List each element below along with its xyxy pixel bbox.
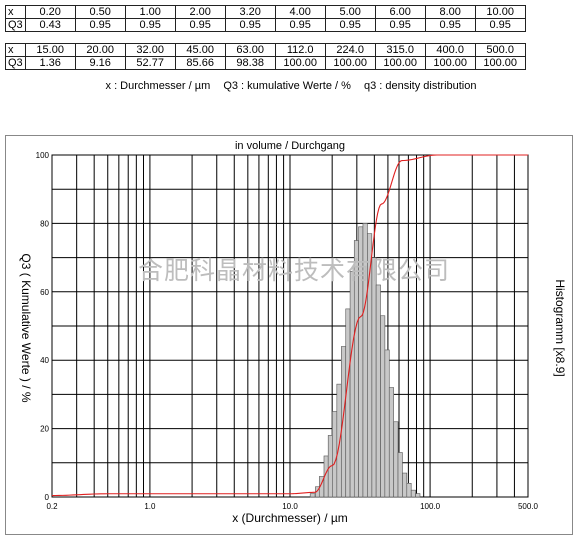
row-label-q3: Q3 <box>5 18 26 32</box>
table-cell: 0.95 <box>474 18 526 32</box>
histogram-bar <box>397 452 403 498</box>
legend-line: x : Durchmesser / µm Q3 : kumulative Wer… <box>0 80 582 92</box>
histogram-bar <box>384 349 390 498</box>
table-row-x: x 0.20 0.50 1.00 2.00 3.20 4.00 5.00 6.0… <box>5 5 526 19</box>
histogram-bar <box>332 411 338 498</box>
table-cell: 32.00 <box>124 43 176 57</box>
table-cell: 98.38 <box>224 56 276 70</box>
table-row-q3: Q3 0.43 0.95 0.95 0.95 0.95 0.95 0.95 0.… <box>5 18 526 32</box>
table-cell: 315.0 <box>374 43 426 57</box>
table-cell: 400.0 <box>424 43 476 57</box>
values-table-1: x 0.20 0.50 1.00 2.00 3.20 4.00 5.00 6.0… <box>5 5 526 32</box>
chart-svg: in volume / Durchgang x (Durchmesser) / … <box>19 140 567 525</box>
table-cell: 10.00 <box>474 5 526 19</box>
table-cell: 3.20 <box>224 5 276 19</box>
histogram-bar <box>309 493 316 498</box>
x-tick-label: 0.2 <box>46 502 58 511</box>
table-cell: 0.95 <box>174 18 226 32</box>
grid <box>51 154 529 498</box>
table-cell: 9.16 <box>74 56 126 70</box>
histogram-bar <box>410 489 416 498</box>
histogram-bar <box>388 387 394 498</box>
cumulative-curve-layer <box>51 154 528 497</box>
table-cell: 0.95 <box>224 18 276 32</box>
table-cell: 0.95 <box>274 18 326 32</box>
cumulative-line <box>51 154 528 497</box>
histogram-bar <box>380 315 386 498</box>
legend-x: x : Durchmesser / µm <box>105 80 211 92</box>
histogram-bar <box>336 383 342 498</box>
x-tick-label: 100.0 <box>420 502 441 511</box>
chart-frame: in volume / Durchgang x (Durchmesser) / … <box>5 135 573 535</box>
table-cell: 100.00 <box>474 56 526 70</box>
table-cell: 8.00 <box>424 5 476 19</box>
table-row-x: x 15.00 20.00 32.00 45.00 63.00 112.0 22… <box>5 43 526 57</box>
table-cell: 0.95 <box>424 18 476 32</box>
table-cell: 0.95 <box>374 18 426 32</box>
plot-border <box>51 154 529 498</box>
legend-q3-density: q3 : density distribution <box>363 80 477 92</box>
table-cell: 5.00 <box>324 5 376 19</box>
table-cell: 0.20 <box>24 5 76 19</box>
chart-title: in volume / Durchgang <box>235 140 345 152</box>
y-tick-label: 0 <box>45 493 50 502</box>
table-cell: 6.00 <box>374 5 426 19</box>
x-tick-label: 10.0 <box>282 502 298 511</box>
chart-text: in volume / Durchgang x (Durchmesser) / … <box>19 140 567 525</box>
legend-q3: Q3 : kumulative Werte / % <box>223 80 351 92</box>
histogram-bar <box>349 270 355 498</box>
x-tick-label: 1.0 <box>144 502 156 511</box>
table-cell: 100.00 <box>274 56 326 70</box>
histogram-bar <box>371 257 377 498</box>
y-tick-label: 60 <box>40 288 49 297</box>
y-tick-label: 20 <box>40 425 49 434</box>
table-cell: 1.36 <box>24 56 76 70</box>
table-cell: 100.00 <box>374 56 426 70</box>
table-cell: 1.00 <box>124 5 176 19</box>
table-cell: 100.00 <box>424 56 476 70</box>
table-cell: 45.00 <box>174 43 226 57</box>
histogram-bar <box>415 493 421 498</box>
row-label-x: x <box>5 43 26 57</box>
histogram-bar <box>406 483 412 498</box>
table-cell: 0.43 <box>24 18 76 32</box>
watermark: 合肥科晶材料技术有限公司 <box>138 256 450 285</box>
table-cell: 500.0 <box>474 43 526 57</box>
y-axis-label: Q3 ( Kumulative Werte ) / % <box>19 253 33 402</box>
histogram-bar <box>375 284 381 498</box>
table-cell: 15.00 <box>24 43 76 57</box>
table-cell: 0.95 <box>74 18 126 32</box>
table-cell: 100.00 <box>324 56 376 70</box>
table-cell: 112.0 <box>274 43 326 57</box>
table-cell: 0.95 <box>324 18 376 32</box>
table-cell: 0.95 <box>124 18 176 32</box>
table-cell: 0.50 <box>74 5 126 19</box>
table-cell: 20.00 <box>74 43 126 57</box>
histogram-bar <box>402 472 408 498</box>
x-axis-label: x (Durchmesser) / µm <box>232 511 348 525</box>
y2-axis-label: Histogramm [x8.9] <box>553 279 567 376</box>
table-cell: 52.77 <box>124 56 176 70</box>
row-label-x: x <box>5 5 26 19</box>
y-tick-label: 100 <box>36 151 50 160</box>
table-cell: 4.00 <box>274 5 326 19</box>
histogram-bar <box>341 346 347 498</box>
table-cell: 2.00 <box>174 5 226 19</box>
table-cell: 63.00 <box>224 43 276 57</box>
y-tick-label: 80 <box>40 219 49 228</box>
table-row-q3: Q3 1.36 9.16 52.77 85.66 98.38 100.00 10… <box>5 56 526 70</box>
histogram-bar <box>345 308 351 498</box>
row-label-q3: Q3 <box>5 56 26 70</box>
histogram <box>309 223 421 498</box>
values-table-2: x 15.00 20.00 32.00 45.00 63.00 112.0 22… <box>5 43 526 70</box>
y-tick-label: 40 <box>40 356 49 365</box>
histogram-bar <box>393 421 399 498</box>
table-cell: 224.0 <box>324 43 376 57</box>
x-tick-label: 500.0 <box>518 502 539 511</box>
table-cell: 85.66 <box>174 56 226 70</box>
